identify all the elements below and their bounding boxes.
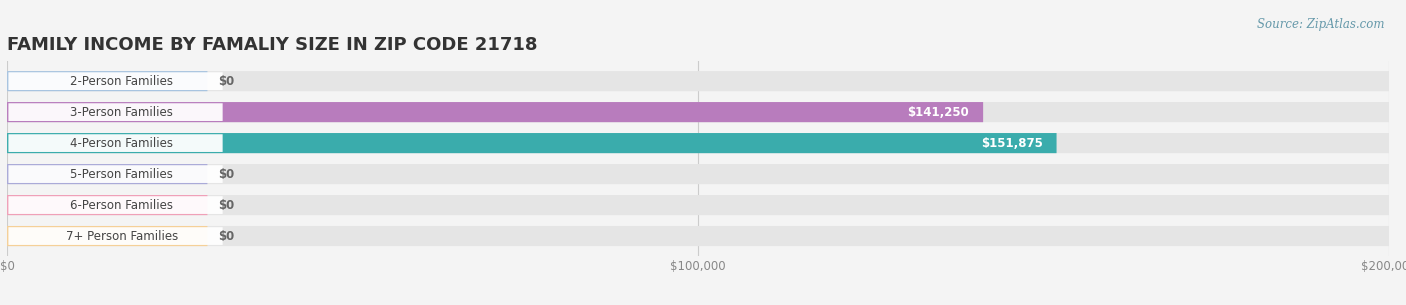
Text: $0: $0 xyxy=(218,75,235,88)
Text: $0: $0 xyxy=(218,167,235,181)
FancyBboxPatch shape xyxy=(8,196,222,214)
Text: 6-Person Families: 6-Person Families xyxy=(70,199,173,212)
FancyBboxPatch shape xyxy=(7,102,983,122)
FancyBboxPatch shape xyxy=(7,226,208,246)
Text: 3-Person Families: 3-Person Families xyxy=(70,106,173,119)
FancyBboxPatch shape xyxy=(7,195,208,215)
Text: 4-Person Families: 4-Person Families xyxy=(70,137,173,150)
FancyBboxPatch shape xyxy=(7,226,1389,246)
FancyBboxPatch shape xyxy=(7,133,1389,153)
Text: Source: ZipAtlas.com: Source: ZipAtlas.com xyxy=(1257,18,1385,31)
FancyBboxPatch shape xyxy=(7,195,1389,215)
FancyBboxPatch shape xyxy=(8,103,222,121)
Text: 2-Person Families: 2-Person Families xyxy=(70,75,173,88)
FancyBboxPatch shape xyxy=(7,71,1389,91)
FancyBboxPatch shape xyxy=(7,164,1389,184)
Text: FAMILY INCOME BY FAMALIY SIZE IN ZIP CODE 21718: FAMILY INCOME BY FAMALIY SIZE IN ZIP COD… xyxy=(7,36,537,54)
FancyBboxPatch shape xyxy=(8,72,222,90)
FancyBboxPatch shape xyxy=(7,71,208,91)
FancyBboxPatch shape xyxy=(7,102,1389,122)
Text: $0: $0 xyxy=(218,230,235,242)
FancyBboxPatch shape xyxy=(8,165,222,183)
Text: $151,875: $151,875 xyxy=(981,137,1043,150)
FancyBboxPatch shape xyxy=(7,164,208,184)
Text: $141,250: $141,250 xyxy=(907,106,969,119)
Text: $0: $0 xyxy=(218,199,235,212)
Text: 5-Person Families: 5-Person Families xyxy=(70,167,173,181)
Text: 7+ Person Families: 7+ Person Families xyxy=(66,230,179,242)
FancyBboxPatch shape xyxy=(8,227,222,245)
FancyBboxPatch shape xyxy=(8,134,222,152)
FancyBboxPatch shape xyxy=(7,133,1056,153)
